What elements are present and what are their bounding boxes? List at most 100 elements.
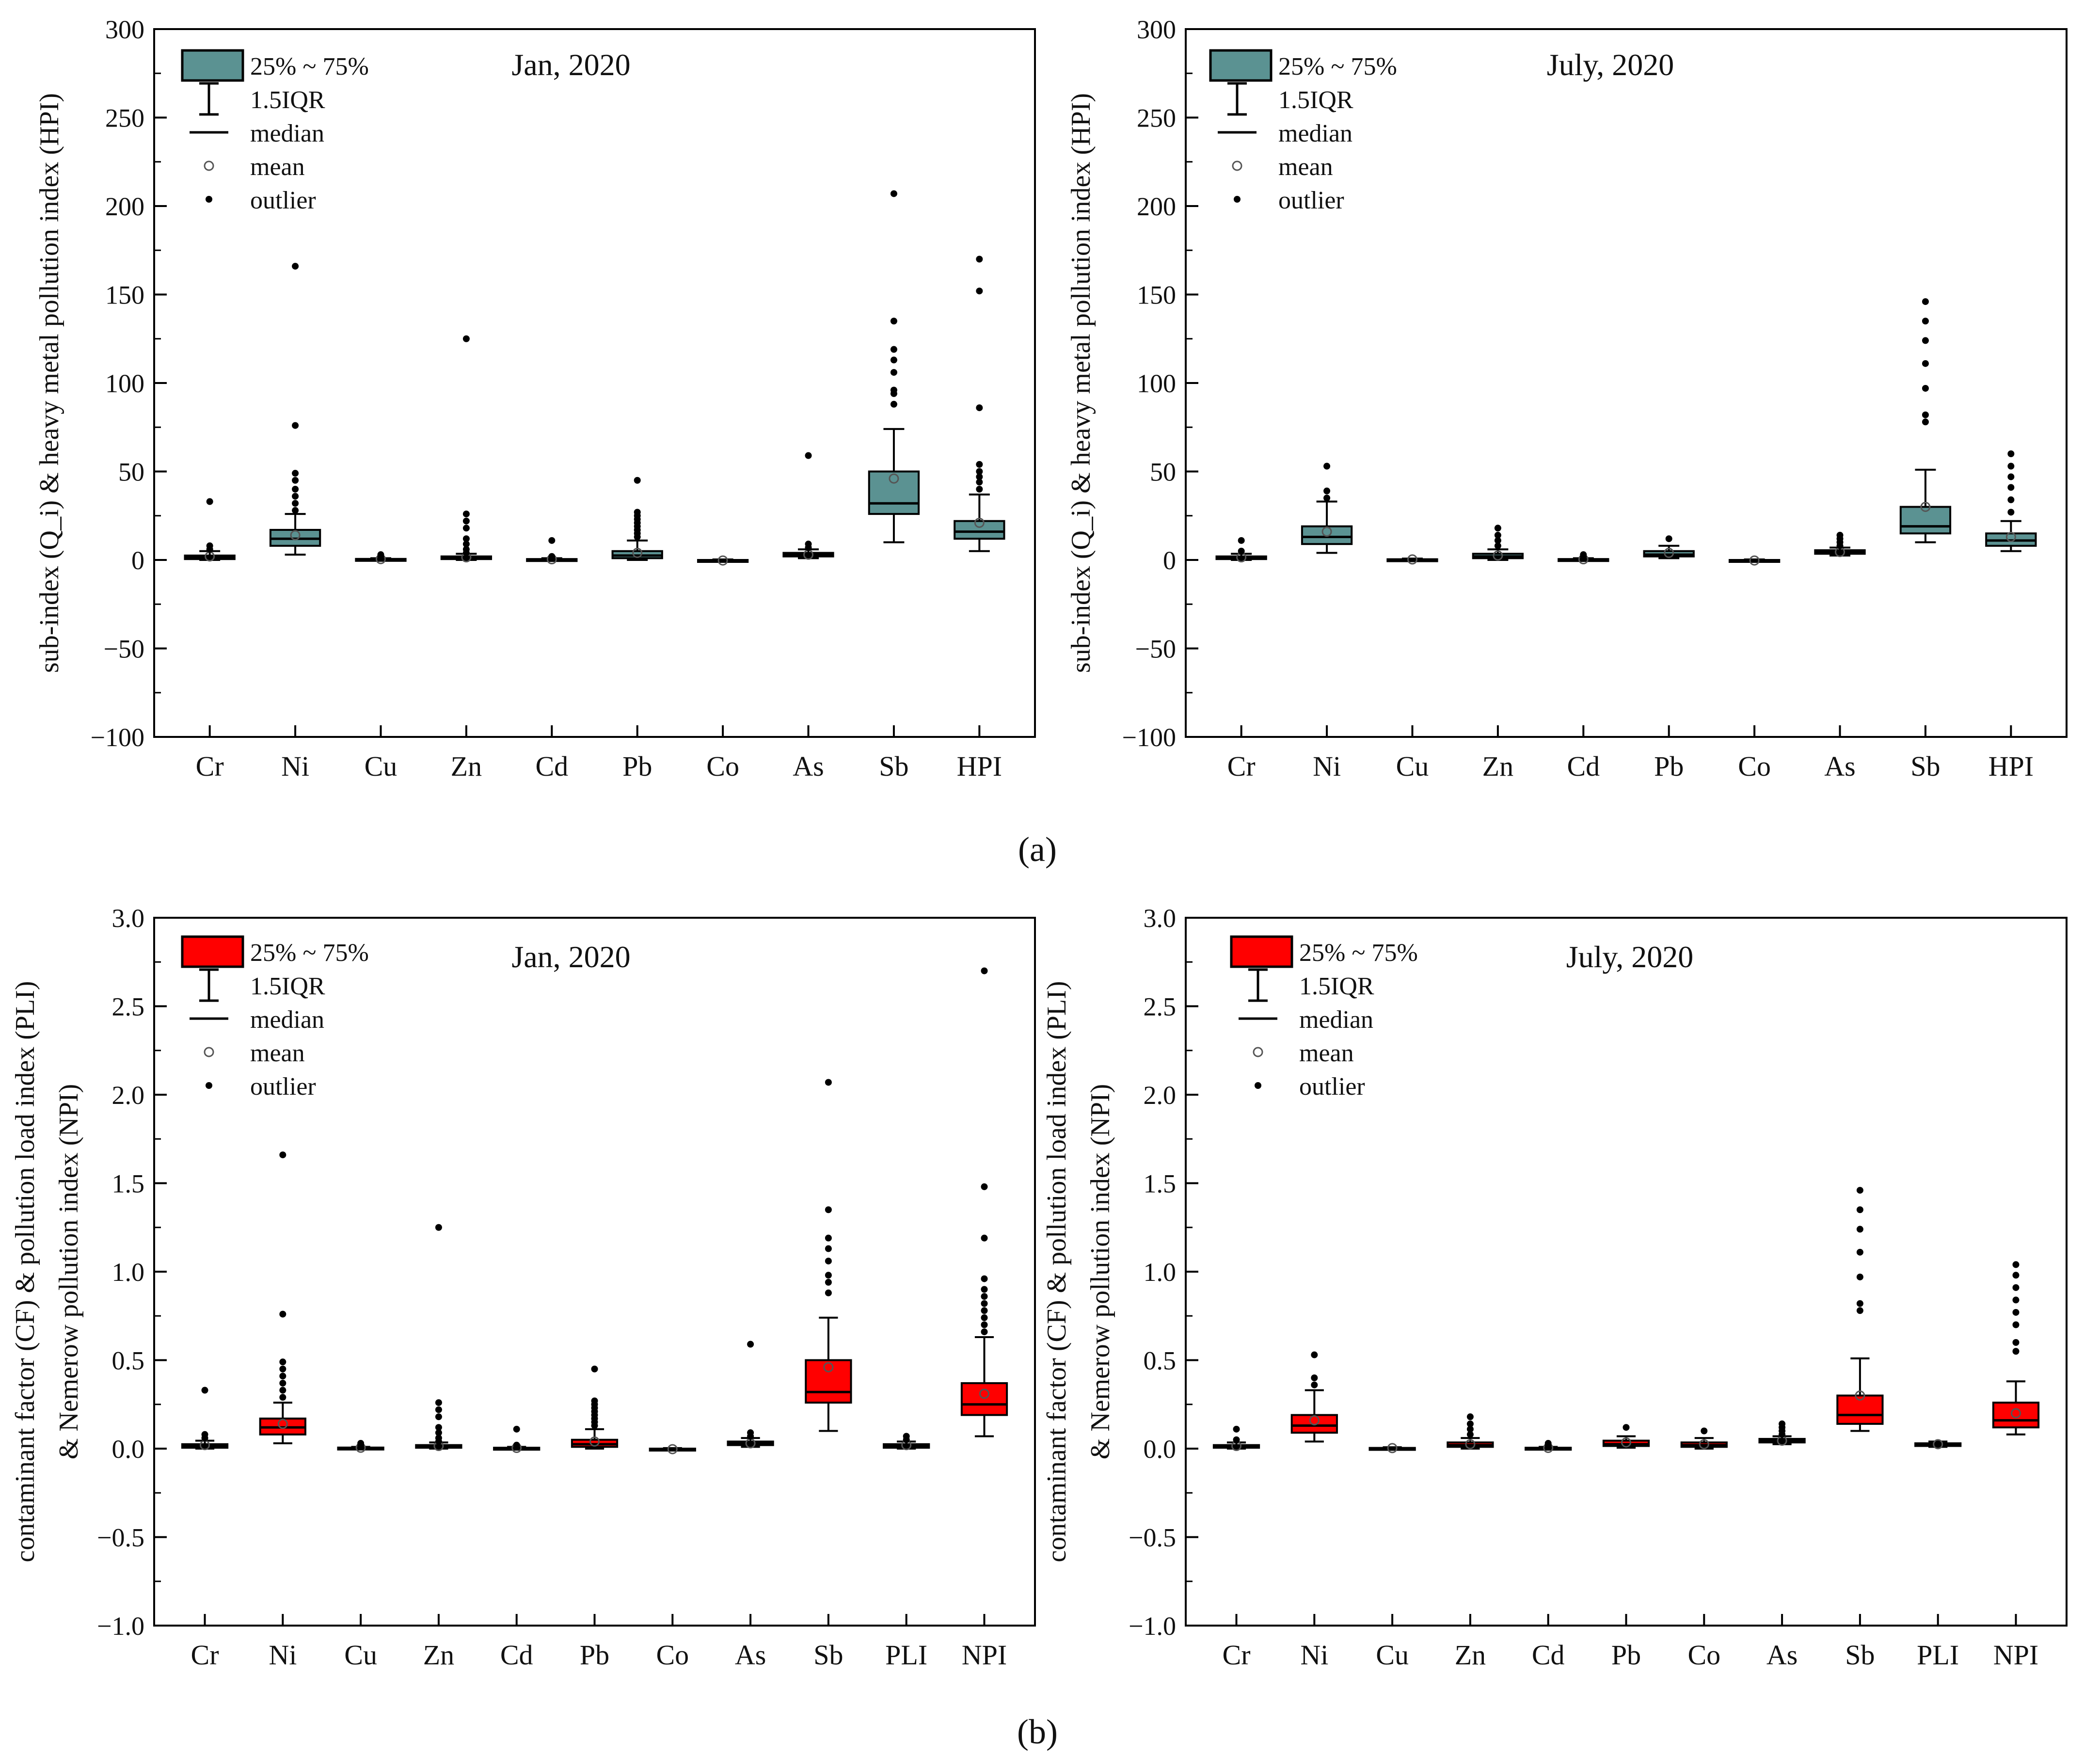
legend: 25% ~ 75% 1.5IQR median mean outlier bbox=[1209, 49, 1397, 214]
legend-label: 1.5IQR bbox=[250, 86, 325, 114]
outlier-point bbox=[890, 356, 897, 364]
box-sb bbox=[1899, 298, 1952, 543]
chart-title: Jan, 2020 bbox=[511, 940, 630, 974]
x-tick-label: Zn bbox=[1455, 1639, 1486, 1671]
box-zn bbox=[1472, 525, 1524, 561]
y-axis-label-line1: contaminant factor (CF) & pollution load… bbox=[1042, 981, 1072, 1562]
x-tick-label: Cd bbox=[535, 750, 568, 782]
outlier-point bbox=[357, 1440, 365, 1447]
legend-box-swatch bbox=[181, 935, 244, 968]
x-tick-label: Cd bbox=[500, 1639, 533, 1671]
x-tick-label: Ni bbox=[1313, 750, 1341, 782]
mean-marker bbox=[632, 547, 643, 558]
y-tick-label: 150 bbox=[1137, 281, 1176, 310]
iqr-box bbox=[805, 1359, 852, 1404]
outlier-point bbox=[435, 1224, 442, 1231]
legend-label: 25% ~ 75% bbox=[250, 53, 369, 80]
outlier-point bbox=[462, 546, 470, 553]
x-tick-label: Cr bbox=[1223, 1639, 1251, 1671]
outlier-point bbox=[1701, 1427, 1708, 1435]
y-tick-label: 0 bbox=[131, 546, 144, 575]
outlier-point bbox=[2007, 473, 2015, 480]
outlier-point bbox=[292, 470, 299, 477]
outlier-point bbox=[1856, 1187, 1863, 1194]
y-tick-label: −1.0 bbox=[1129, 1612, 1176, 1641]
mean-marker bbox=[2005, 532, 2016, 543]
outlier-point bbox=[591, 1397, 598, 1405]
x-tick-label: PLI bbox=[885, 1639, 927, 1671]
x-tick-label: Cu bbox=[344, 1639, 377, 1671]
box-cd bbox=[526, 537, 578, 565]
box-ni bbox=[269, 263, 321, 556]
outlier-point bbox=[1494, 525, 1501, 532]
box-cr bbox=[1212, 1425, 1260, 1452]
y-tick-label: 50 bbox=[118, 458, 144, 487]
mean-marker bbox=[1920, 502, 1931, 512]
legend-outlier-symbol bbox=[206, 1082, 212, 1089]
outlier-point bbox=[2007, 484, 2015, 491]
y-tick-label: 0.0 bbox=[112, 1435, 145, 1464]
outlier-point bbox=[279, 1365, 286, 1373]
outlier-point bbox=[825, 1079, 832, 1086]
mean-marker bbox=[889, 473, 899, 484]
outlier-point bbox=[1323, 463, 1331, 470]
outlier-point bbox=[976, 461, 983, 468]
x-tick-label: Cr bbox=[1227, 750, 1256, 782]
outlier-point bbox=[976, 287, 983, 295]
mean-marker bbox=[823, 1362, 834, 1373]
mean-marker bbox=[1933, 1439, 1943, 1450]
legend-box-swatch bbox=[1209, 49, 1273, 82]
x-tick-label: Pb bbox=[1611, 1639, 1641, 1671]
outlier-point bbox=[2007, 450, 2015, 457]
legend-label: 25% ~ 75% bbox=[1299, 939, 1418, 967]
x-tick-label: Zn bbox=[423, 1639, 454, 1671]
x-tick-label: Cr bbox=[196, 750, 224, 782]
chart-1: −100 −50 0 50 100 150 200 250 300 sub-index (Q_i)… bbox=[34, 15, 1036, 782]
outlier-point bbox=[292, 263, 299, 270]
outlier-point bbox=[1856, 1307, 1863, 1314]
y-tick-label: 2.0 bbox=[1144, 1081, 1177, 1110]
y-tick-label: −0.5 bbox=[97, 1523, 144, 1552]
x-tick-label: HPI bbox=[1989, 750, 2034, 782]
x-tick-label: Zn bbox=[1482, 750, 1513, 782]
mean-marker bbox=[1407, 554, 1417, 565]
outlier-point bbox=[981, 1234, 988, 1242]
y-tick-label: −100 bbox=[1122, 723, 1176, 752]
outlier-point bbox=[1922, 418, 1929, 426]
box-hpi bbox=[1985, 450, 2037, 552]
legend-outlier-symbol bbox=[1234, 196, 1241, 203]
legend-label: mean bbox=[1299, 1039, 1354, 1067]
x-tick-label: Zn bbox=[451, 750, 482, 782]
y-tick-label: 3.0 bbox=[112, 904, 145, 933]
legend: 25% ~ 75% 1.5IQR median mean outlier bbox=[181, 49, 369, 214]
outlier-point bbox=[1922, 384, 1929, 392]
iqr-box bbox=[1301, 525, 1353, 545]
y-tick-label: 300 bbox=[105, 15, 144, 44]
x-tick-label: As bbox=[1824, 750, 1855, 782]
box-co bbox=[1728, 555, 1781, 566]
y-tick-label: 100 bbox=[1137, 369, 1176, 398]
mean-marker bbox=[1699, 1439, 1709, 1450]
y-tick-label: 1.0 bbox=[1144, 1258, 1177, 1287]
outlier-point bbox=[981, 1307, 988, 1314]
panel-label-b: (b) bbox=[1017, 1712, 1058, 1751]
y-tick-label: 0.0 bbox=[1144, 1435, 1177, 1464]
box-cd bbox=[1558, 551, 1609, 565]
chart-3: −1.0 −0.5 0.0 0.5 1.0 1.5 2.0 2.5 3.0 contaminant… bbox=[10, 904, 1036, 1671]
outlier-point bbox=[747, 1429, 754, 1437]
mean-marker bbox=[589, 1436, 600, 1447]
outlier-point bbox=[2012, 1309, 2020, 1316]
legend-label: 1.5IQR bbox=[1278, 86, 1353, 114]
box-cu bbox=[337, 1440, 384, 1453]
x-tick-label: Co bbox=[1687, 1639, 1720, 1671]
y-axis-label-line2: & Nemerow pollution index (NPI) bbox=[54, 1084, 84, 1460]
outlier-point bbox=[548, 537, 556, 544]
box-pb bbox=[611, 477, 663, 561]
mean-marker bbox=[717, 555, 728, 566]
outlier-point bbox=[435, 1406, 442, 1413]
legend-outlier-symbol bbox=[206, 196, 212, 203]
outlier-point bbox=[462, 525, 470, 532]
outlier-point bbox=[1311, 1381, 1318, 1389]
x-tick-label: As bbox=[735, 1639, 766, 1671]
legend-outlier-symbol bbox=[1255, 1082, 1261, 1089]
